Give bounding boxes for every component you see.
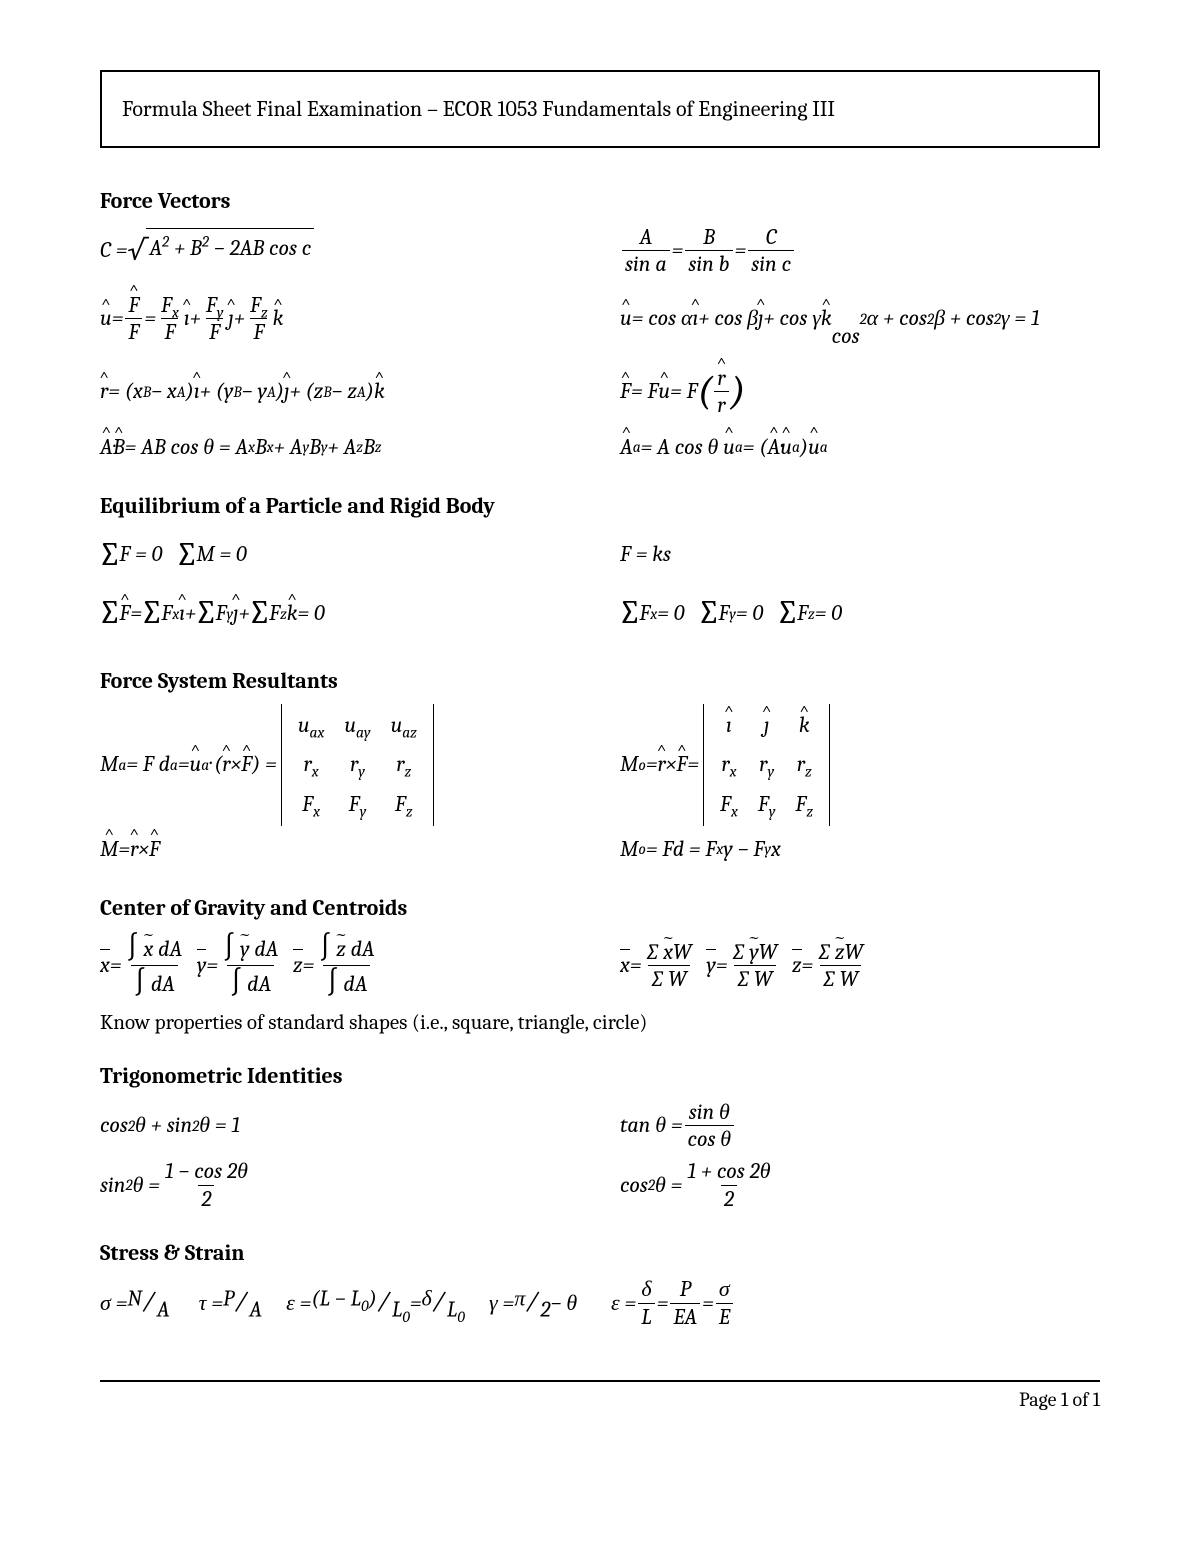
eq-Mo-cross: Mo = r × F = ıȷk rxryrz FxFyFz <box>620 704 834 826</box>
eq-sine-law: Asin a = Bsin b = Csin c <box>620 224 796 278</box>
eq-direction-cosines: u = cos α ı + cos β ȷ + cos γ k cos2 α +… <box>620 284 1040 354</box>
section-heading-stress: Stress & Strain <box>100 1240 1100 1266</box>
title-box: Formula Sheet Final Examination – ECOR 1… <box>100 70 1100 148</box>
section-heading-centroids: Center of Gravity and Centroids <box>100 895 1100 921</box>
section-heading-equilibrium: Equilibrium of a Particle and Rigid Body <box>100 493 1100 519</box>
formula-row: M = r × F Mo = Fd = Fx y − Fy x <box>100 832 1100 867</box>
eq-cosine-law: C = A2 + B2 − 2AB cos c <box>100 228 314 274</box>
formula-row: ∑ F = ∑ Fxı + ∑ Fyȷ + ∑ Fzk = 0 ∑ Fx = 0… <box>100 587 1100 640</box>
page-title: Formula Sheet Final Examination – ECOR 1… <box>122 96 835 122</box>
eq-unit-from-F: u = FF = FxFı + FyFȷ + FzFk <box>100 292 283 346</box>
eq-scalar-components: ∑ Fx = 0 ∑ Fy = 0 ∑ Fz = 0 <box>620 587 842 640</box>
eq-Ma: Ma = F da = ua · (r × F) = uaxuayuaz rxr… <box>100 704 438 826</box>
section-heading-trig: Trigonometric Identities <box>100 1063 1100 1089</box>
section-heading-resultants: Force System Resultants <box>100 668 1100 694</box>
eq-sumF-sumM: ∑ F = 0 ∑ M = 0 <box>100 529 247 582</box>
page-number: Page 1 of 1 <box>100 1388 1100 1411</box>
eq-dot-product: A · B = AB cos θ = AxBx + AyBy + AzBz <box>100 430 381 465</box>
eq-position-vector: r = (xB − xA)ı + (yB − yA)ȷ + (zB − zA)k <box>100 374 385 409</box>
eq-force-along-line: F = Fu = Frr <box>620 360 745 423</box>
eq-spring: F = ks <box>620 537 671 572</box>
formula-row: x = ∫ x dA∫ dA y = ∫ y dA∫ dA z = ∫ z dA… <box>100 931 1100 1001</box>
footer-rule <box>100 1380 1100 1382</box>
section-heading-force-vectors: Force Vectors <box>100 188 1100 214</box>
formula-row: ∑ F = 0 ∑ M = 0 F = ks <box>100 529 1100 582</box>
formula-row: A · B = AB cos θ = AxBx + AyBy + AzBz Aa… <box>100 430 1100 465</box>
eq-sin2: sin2 θ = 1 − cos 2θ2 <box>100 1158 253 1212</box>
formula-row: sin2 θ = 1 − cos 2θ2 cos2 θ = 1 + cos 2θ… <box>100 1158 1100 1212</box>
formula-row: r = (xB − xA)ı + (yB − yA)ȷ + (zB − zA)k… <box>100 360 1100 423</box>
page: Formula Sheet Final Examination – ECOR 1… <box>0 0 1200 1553</box>
eq-stress-strain-line: σ = N∕A τ = P∕A ε = (L − L0)∕L0 = δ∕L0 γ… <box>100 1276 735 1330</box>
formula-row: C = A2 + B2 − 2AB cos c Asin a = Bsin b … <box>100 224 1100 278</box>
eq-projection: Aa = A cos θ ua = (A · ua)ua <box>620 430 828 465</box>
eq-M-hat: M = r × F <box>100 832 160 867</box>
eq-tan: tan θ = sin θcos θ <box>620 1099 736 1153</box>
eq-cos2: cos2 θ = 1 + cos 2θ2 <box>620 1158 776 1212</box>
eq-centroid-integrals: x = ∫ x dA∫ dA y = ∫ y dA∫ dA z = ∫ z dA… <box>100 931 380 1001</box>
centroid-note: Know properties of standard shapes (i.e.… <box>100 1011 1100 1035</box>
formula-row: Ma = F da = ua · (r × F) = uaxuayuaz rxr… <box>100 704 1100 826</box>
formula-row: σ = N∕A τ = P∕A ε = (L − L0)∕L0 = δ∕L0 γ… <box>100 1276 1100 1330</box>
eq-centroid-sums: x = ∑ xW∑ W y = ∑ yW∑ W z = ∑ zW∑ W <box>620 939 868 993</box>
eq-Mo-2d: Mo = Fd = Fx y − Fy x <box>620 832 781 867</box>
eq-pythag: cos2 θ + sin2 θ = 1 <box>100 1108 240 1143</box>
formula-row: cos2 θ + sin2 θ = 1 tan θ = sin θcos θ <box>100 1099 1100 1153</box>
formula-row: u = FF = FxFı + FyFȷ + FzFk u = cos α ı … <box>100 284 1100 354</box>
eq-vector-sum-components: ∑ F = ∑ Fxı + ∑ Fyȷ + ∑ Fzk = 0 <box>100 587 325 640</box>
